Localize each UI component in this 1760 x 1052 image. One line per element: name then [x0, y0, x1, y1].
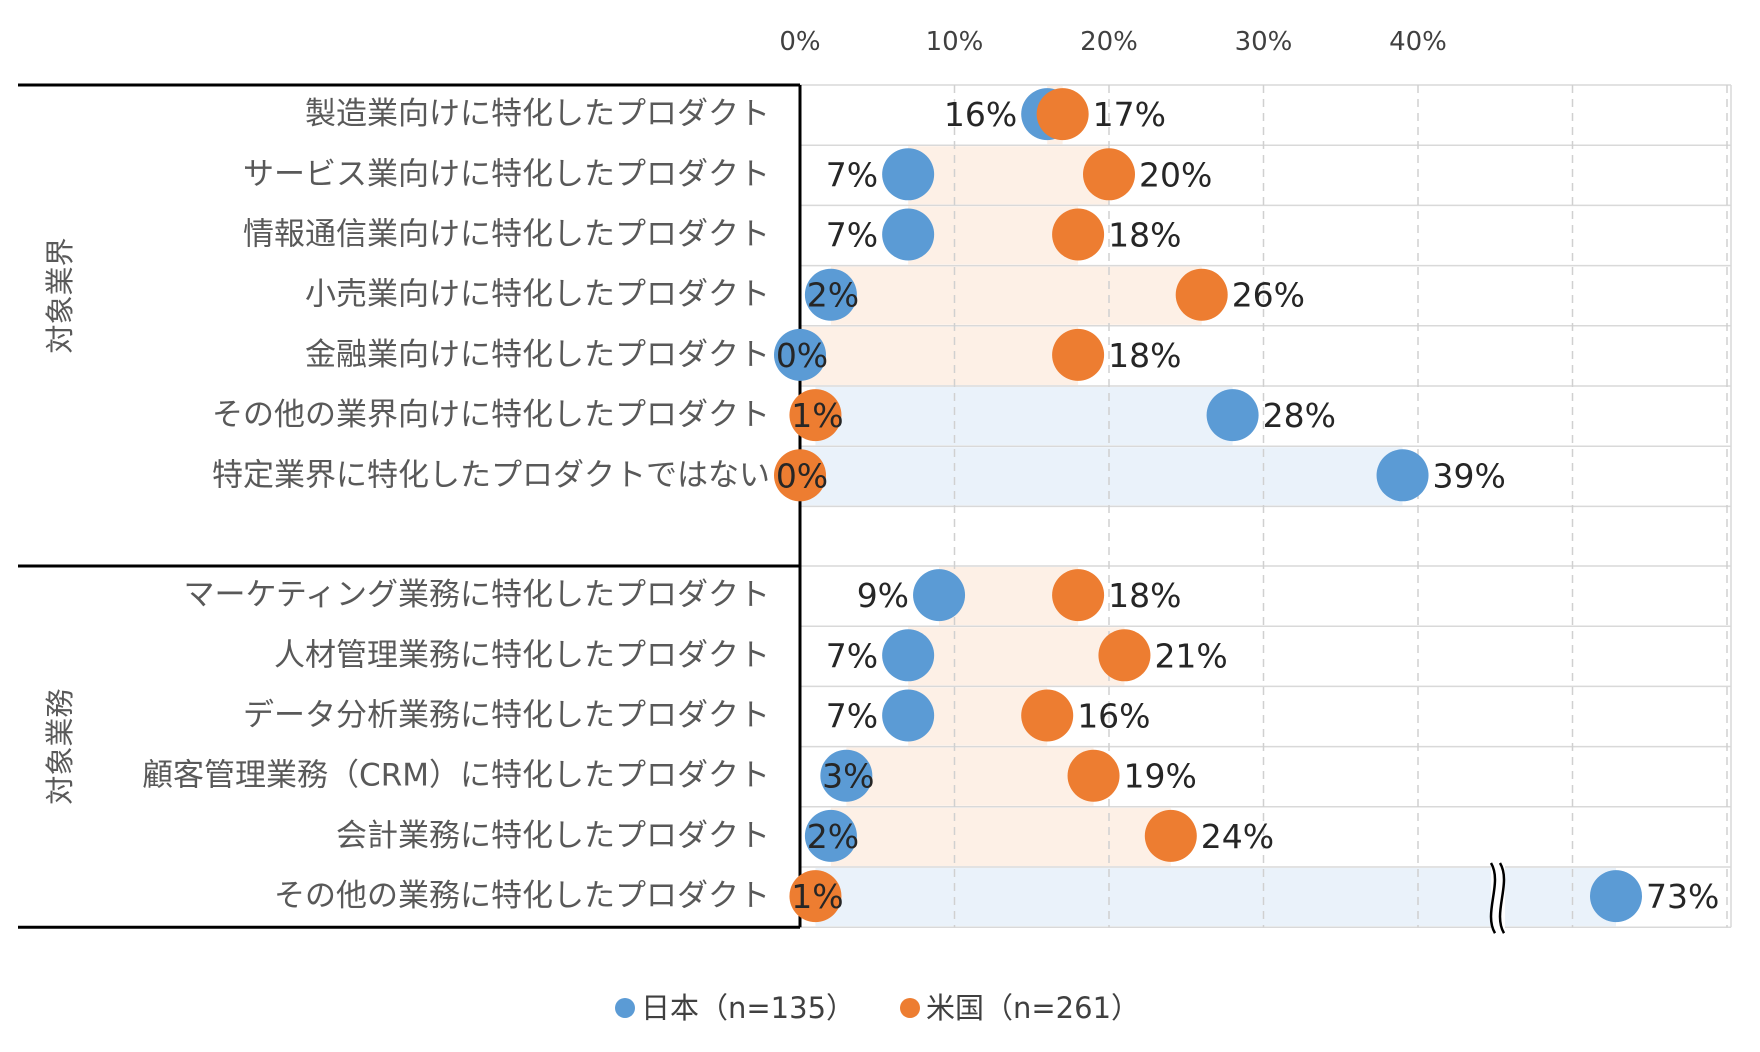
gridlines	[800, 84, 1732, 934]
data-label: 2%	[807, 276, 859, 315]
row-band	[846, 747, 1094, 806]
category-label: 製造業向けに特化したプロダクト	[305, 96, 770, 132]
legend-marker	[615, 998, 635, 1018]
data-point	[774, 449, 826, 502]
x-axis: 0% 10% 20% 30% 40%	[779, 27, 1447, 57]
category-label: サービス業向けに特化したプロダクト	[243, 156, 770, 192]
data-label: 7%	[826, 216, 878, 255]
category-label: データ分析業務に特化したプロダクト	[243, 698, 770, 734]
category-label: 小売業向けに特化したプロダクト	[305, 277, 770, 313]
data-point	[1376, 449, 1429, 502]
data-point	[882, 208, 935, 261]
x-tick-label: 10%	[926, 27, 984, 57]
row-band	[800, 326, 1079, 385]
category-label: 人材管理業務に特化したプロダクト	[274, 637, 770, 673]
row-band	[830, 807, 1171, 866]
data-point	[789, 389, 842, 442]
data-point	[882, 689, 935, 742]
category-label: 顧客管理業務（CRM）に特化したプロダクト	[142, 758, 770, 794]
data-label: 1%	[791, 877, 843, 916]
data-point	[1036, 88, 1089, 141]
legend-label: 米国（n=261）	[926, 991, 1140, 1025]
data-point	[1098, 629, 1151, 682]
data-label: 73%	[1646, 877, 1719, 916]
group-label: 対象業務	[43, 689, 77, 805]
data-label: 26%	[1232, 276, 1305, 315]
row-band	[908, 146, 1109, 205]
data-point	[1175, 268, 1228, 321]
data-label: 19%	[1124, 757, 1197, 796]
category-label: その他の業務に特化したプロダクト	[274, 878, 770, 914]
row-band	[830, 266, 1202, 325]
axis-break-mark	[1489, 862, 1497, 934]
legend-marker	[900, 998, 920, 1018]
category-frame	[18, 83, 802, 929]
row-band	[815, 387, 1233, 446]
data-label: 24%	[1201, 817, 1274, 856]
data-label: 2%	[807, 817, 859, 856]
legend-label: 日本（n=135）	[641, 991, 855, 1025]
data-point	[1590, 870, 1642, 923]
category-label: 情報通信業向けに特化したプロダクト	[243, 217, 770, 253]
data-label: 16%	[944, 95, 1017, 134]
data-point	[913, 569, 966, 622]
data-label: 0%	[776, 456, 828, 495]
data-label: 39%	[1433, 456, 1506, 495]
data-point	[1021, 689, 1074, 742]
data-label: 7%	[826, 155, 878, 194]
data-points	[774, 88, 1642, 923]
data-point	[774, 328, 826, 381]
data-label: 20%	[1139, 155, 1212, 194]
data-label: 18%	[1108, 336, 1181, 375]
category-label: マーケティング業務に特化したプロダクト	[183, 577, 770, 613]
data-label: 1%	[791, 396, 843, 435]
data-label: 7%	[826, 636, 878, 675]
data-point	[1083, 148, 1135, 201]
data-label: 3%	[822, 757, 874, 796]
data-label: 17%	[1093, 95, 1166, 134]
row-band	[908, 627, 1125, 686]
data-point	[882, 148, 935, 201]
data-label: 28%	[1263, 396, 1336, 435]
row-band	[908, 206, 1079, 265]
data-point	[820, 749, 873, 802]
category-label: その他の業界向けに特化したプロダクト	[212, 397, 770, 433]
data-labels: 16% 17% 7% 20% 7% 18% 2% 26% 0% 18% 28% 1% 39% 0% 9% 18…	[776, 95, 1720, 916]
data-point	[804, 268, 857, 321]
data-point	[1206, 389, 1259, 442]
category-label: 会計業務に特化したプロダクト	[336, 818, 770, 854]
category-label: 金融業向けに特化したプロダクト	[305, 337, 770, 373]
x-tick-label: 40%	[1389, 27, 1447, 57]
data-label: 7%	[826, 697, 878, 736]
axis-break-mark	[1498, 862, 1506, 934]
data-point	[1052, 569, 1105, 622]
row-bands	[800, 86, 1616, 927]
data-point	[1052, 328, 1105, 381]
category-label: 特定業界に特化したプロダクトではない	[212, 457, 770, 493]
data-point	[789, 870, 842, 923]
data-point	[1052, 208, 1105, 261]
data-label: 16%	[1077, 697, 1150, 736]
data-point	[882, 629, 935, 682]
row-band	[800, 447, 1403, 506]
data-point	[1144, 809, 1197, 862]
group-label: 対象業界	[43, 237, 77, 353]
x-tick-label: 30%	[1235, 27, 1293, 57]
x-tick-label: 0%	[779, 27, 820, 57]
row-band	[815, 868, 1616, 927]
data-point	[1067, 749, 1120, 802]
data-point	[804, 809, 857, 862]
data-label: 21%	[1154, 636, 1227, 675]
legend: 日本（n=135） 米国（n=261）	[615, 991, 1140, 1025]
data-label: 18%	[1108, 216, 1181, 255]
data-label: 0%	[776, 336, 828, 375]
data-label: 18%	[1108, 576, 1181, 615]
x-tick-label: 20%	[1080, 27, 1138, 57]
data-label: 9%	[857, 576, 909, 615]
